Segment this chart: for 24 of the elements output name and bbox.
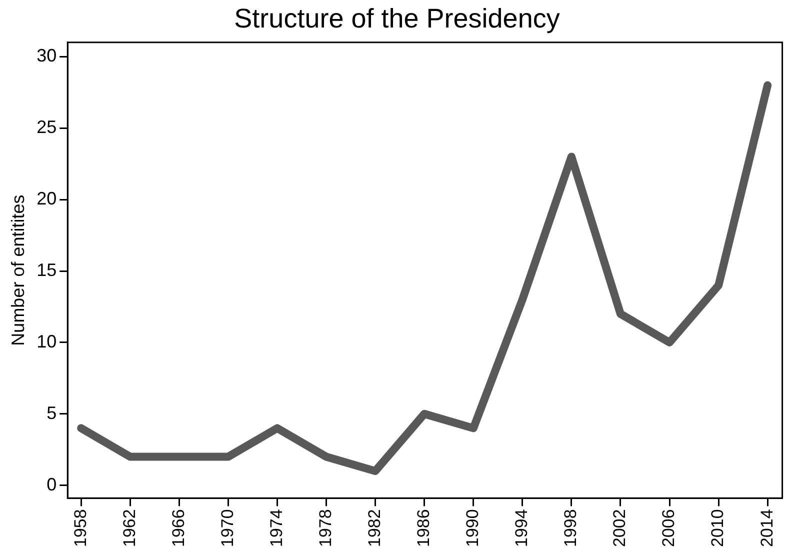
x-tick-label: 1962: [120, 509, 139, 548]
x-tick-label: 2006: [659, 509, 678, 548]
chart-title: Structure of the Presidency: [234, 4, 560, 34]
x-tick-label: 2010: [708, 509, 728, 548]
x-tick-label: 1974: [266, 509, 286, 548]
y-tick-label: 0: [46, 474, 57, 494]
x-tick-label: 2002: [610, 509, 630, 548]
x-tick-label: 1978: [316, 509, 335, 548]
y-tick-label: 20: [36, 188, 57, 209]
x-tick-label: 1966: [168, 509, 188, 548]
x-tick-label: 1982: [364, 509, 384, 548]
y-tick-label: 30: [36, 46, 57, 66]
y-tick-label: 15: [36, 260, 57, 280]
x-tick-label: 1986: [414, 509, 434, 548]
x-tick-label: 1994: [512, 509, 532, 548]
x-tick-label: 1990: [463, 509, 482, 548]
y-tick-label: 25: [36, 117, 57, 138]
x-tick-label: 1970: [218, 509, 237, 548]
y-axis-title: Number of entitites: [8, 194, 28, 346]
y-tick-label: 5: [46, 402, 57, 423]
x-tick-label: 2014: [757, 509, 776, 548]
x-tick-label: 1958: [70, 509, 90, 548]
y-tick-label: 10: [36, 331, 57, 352]
x-tick-label: 1998: [561, 509, 580, 548]
